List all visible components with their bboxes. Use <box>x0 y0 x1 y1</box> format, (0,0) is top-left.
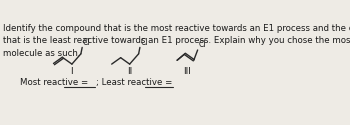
Text: ; Least reactive =: ; Least reactive = <box>96 78 175 87</box>
Text: Cl: Cl <box>141 38 148 47</box>
Text: I: I <box>71 67 73 76</box>
Text: Identify the compound that is the most reactive towards an E1 process and the co: Identify the compound that is the most r… <box>3 24 350 58</box>
Text: Cl: Cl <box>83 38 90 47</box>
Text: Cl: Cl <box>198 40 206 49</box>
Text: II: II <box>127 67 132 76</box>
Text: III: III <box>183 67 191 76</box>
Text: Most reactive =: Most reactive = <box>20 78 91 87</box>
